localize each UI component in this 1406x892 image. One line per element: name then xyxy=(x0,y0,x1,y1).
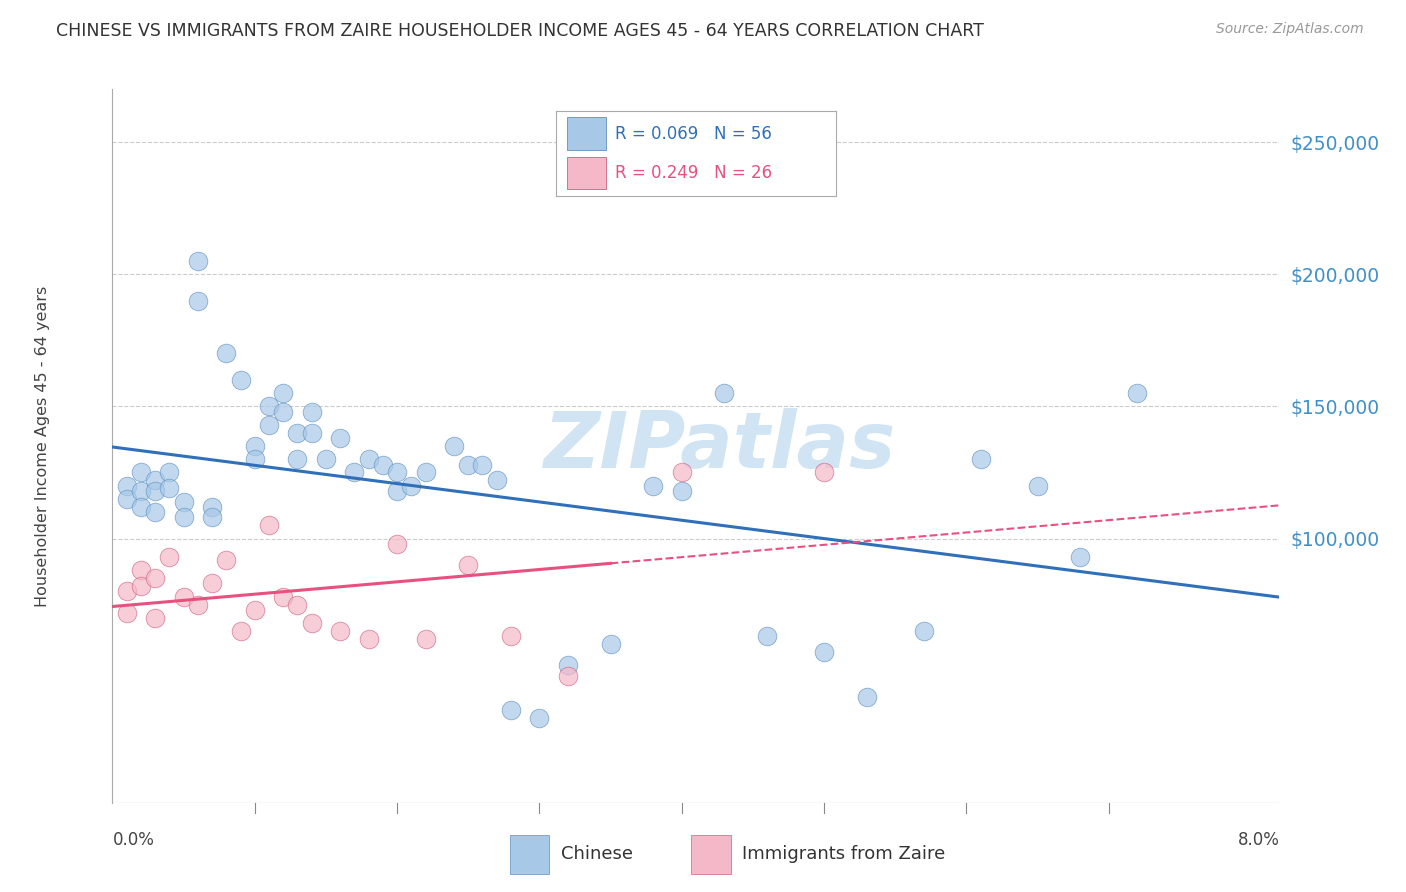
Text: ZIPatlas: ZIPatlas xyxy=(543,408,896,484)
Point xyxy=(173,494,195,508)
Text: Householder Income Ages 45 - 64 years: Householder Income Ages 45 - 64 years xyxy=(35,285,51,607)
Point xyxy=(243,439,266,453)
Point xyxy=(173,590,195,604)
Point xyxy=(173,510,195,524)
Point xyxy=(143,483,166,498)
Point xyxy=(1126,386,1149,401)
Point xyxy=(912,624,935,638)
Point xyxy=(157,466,180,480)
Point xyxy=(385,483,408,498)
Point xyxy=(443,439,465,453)
Point xyxy=(157,481,180,495)
Text: CHINESE VS IMMIGRANTS FROM ZAIRE HOUSEHOLDER INCOME AGES 45 - 64 YEARS CORRELATI: CHINESE VS IMMIGRANTS FROM ZAIRE HOUSEHO… xyxy=(56,22,984,40)
Text: Source: ZipAtlas.com: Source: ZipAtlas.com xyxy=(1216,22,1364,37)
Point xyxy=(115,584,138,599)
Point xyxy=(187,254,209,268)
Point xyxy=(229,373,252,387)
Point xyxy=(599,637,621,651)
Point xyxy=(129,579,152,593)
Point xyxy=(457,458,479,472)
Text: Immigrants from Zaire: Immigrants from Zaire xyxy=(742,845,946,863)
Point xyxy=(143,611,166,625)
Point xyxy=(129,500,152,514)
Text: 8.0%: 8.0% xyxy=(1237,831,1279,849)
Text: R = 0.249   N = 26: R = 0.249 N = 26 xyxy=(614,164,772,182)
Point xyxy=(215,346,238,360)
Point xyxy=(257,417,280,432)
Point xyxy=(187,598,209,612)
Point xyxy=(187,293,209,308)
Point xyxy=(371,458,394,472)
Point xyxy=(529,711,551,725)
Point xyxy=(813,645,835,659)
Point xyxy=(287,598,309,612)
Point xyxy=(643,478,665,492)
Point xyxy=(969,452,991,467)
Text: 0.0%: 0.0% xyxy=(112,831,155,849)
Point xyxy=(243,452,266,467)
Point xyxy=(115,478,138,492)
Point xyxy=(201,576,224,591)
Point xyxy=(229,624,252,638)
Point xyxy=(813,466,835,480)
Point xyxy=(385,537,408,551)
Point xyxy=(271,404,294,418)
Point xyxy=(301,616,323,631)
Point xyxy=(415,632,437,646)
Point xyxy=(357,452,380,467)
Point xyxy=(129,466,152,480)
Point xyxy=(485,474,508,488)
Point xyxy=(129,563,152,577)
FancyBboxPatch shape xyxy=(510,836,550,874)
Point xyxy=(271,386,294,401)
Point xyxy=(201,500,224,514)
Point xyxy=(329,624,352,638)
Point xyxy=(115,491,138,506)
Point xyxy=(557,669,579,683)
Point xyxy=(301,425,323,440)
Point xyxy=(385,466,408,480)
Point xyxy=(329,431,352,445)
Point xyxy=(115,606,138,620)
Point xyxy=(287,452,309,467)
Point xyxy=(471,458,494,472)
Point xyxy=(271,590,294,604)
Point xyxy=(713,386,735,401)
Point xyxy=(157,549,180,564)
FancyBboxPatch shape xyxy=(692,836,731,874)
Point xyxy=(129,483,152,498)
Point xyxy=(415,466,437,480)
FancyBboxPatch shape xyxy=(567,118,606,150)
Point xyxy=(457,558,479,572)
Point xyxy=(855,690,877,704)
Point xyxy=(257,400,280,414)
Point xyxy=(557,658,579,673)
Point xyxy=(257,518,280,533)
Point xyxy=(499,629,522,643)
Point xyxy=(215,552,238,566)
Point xyxy=(499,703,522,717)
Point xyxy=(201,510,224,524)
FancyBboxPatch shape xyxy=(567,157,606,189)
Point xyxy=(1069,549,1091,564)
Point xyxy=(671,483,693,498)
Text: Chinese: Chinese xyxy=(561,845,633,863)
Point xyxy=(315,452,337,467)
Point xyxy=(143,505,166,519)
Point xyxy=(287,425,309,440)
Point xyxy=(671,466,693,480)
Point xyxy=(401,478,423,492)
Point xyxy=(243,603,266,617)
Point xyxy=(1026,478,1049,492)
Text: R = 0.069   N = 56: R = 0.069 N = 56 xyxy=(614,125,772,143)
Point xyxy=(357,632,380,646)
Point xyxy=(343,466,366,480)
Point xyxy=(143,571,166,585)
Point xyxy=(756,629,779,643)
Point xyxy=(301,404,323,418)
Point xyxy=(143,474,166,488)
